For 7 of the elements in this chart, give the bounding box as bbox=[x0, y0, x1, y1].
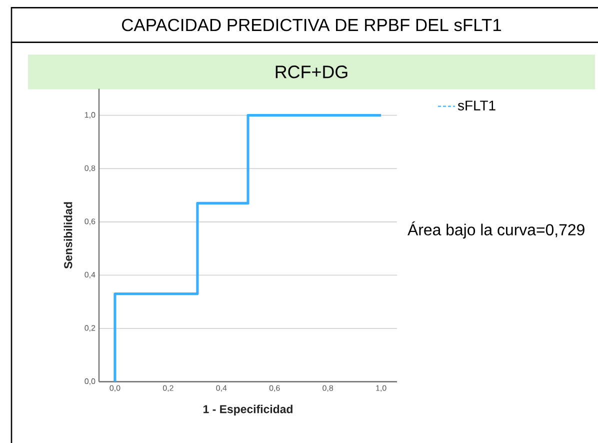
x-axis-title: 1 - Especificidad bbox=[204, 404, 292, 416]
legend-label: sFLT1 bbox=[458, 100, 496, 110]
line-series bbox=[114, 114, 382, 382]
y-axis-title: Sensibilidad bbox=[64, 202, 72, 269]
text: Área bajo la curva=0,729 bbox=[408, 221, 584, 239]
chart-subtitle: RCF+DG bbox=[276, 66, 348, 78]
chart-title: CAPACIDAD PREDICTIVA DE RPBF DEL sFLT1 bbox=[122, 18, 502, 32]
